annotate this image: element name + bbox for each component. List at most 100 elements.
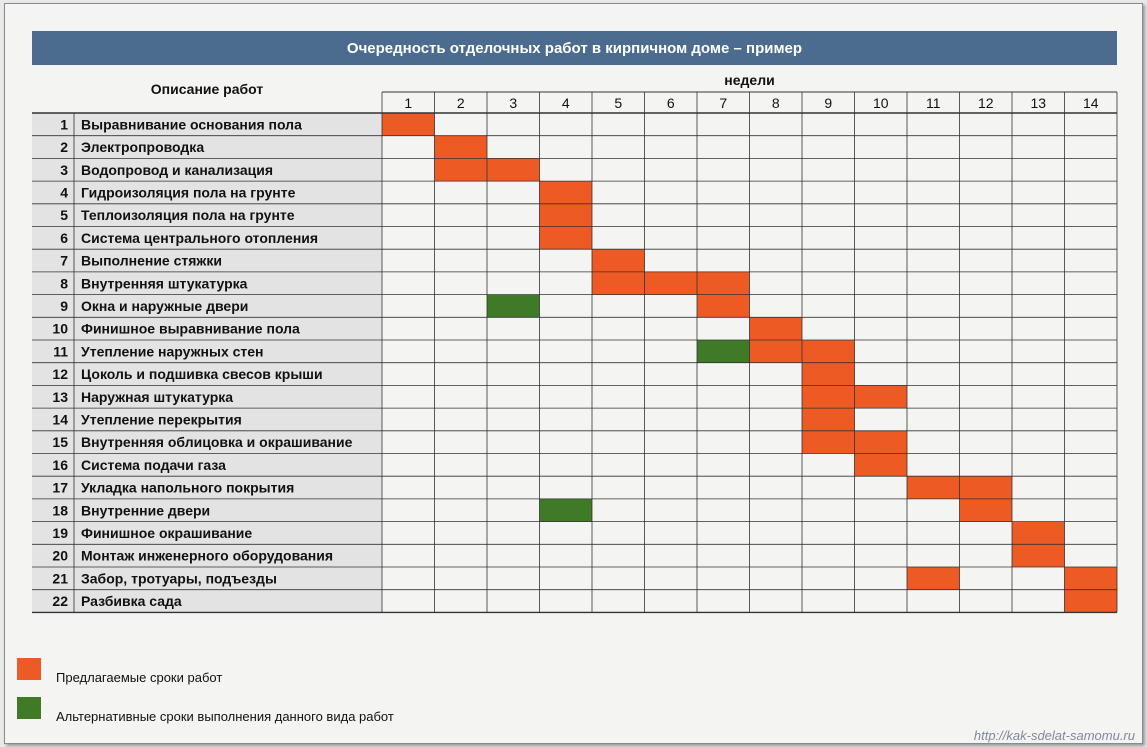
task-number-7: 7 <box>60 253 68 269</box>
legend-label-proposed: Предлагаемые сроки работ <box>56 670 223 685</box>
bar-proposed-task-3-week-2 <box>434 158 487 182</box>
task-name-10: Финишное выравнивание пола <box>81 321 300 337</box>
description-header: Описание работ <box>150 81 264 97</box>
task-number-20: 20 <box>52 548 68 564</box>
task-number-8: 8 <box>60 275 68 291</box>
task-name-2: Электропроводка <box>81 139 204 155</box>
week-label-6: 6 <box>667 95 675 111</box>
bar-proposed-task-17-week-12 <box>959 476 1012 499</box>
gantt-grid: 1 2 3 4 5 6 7 8 9 10 11 12 13 141 Выравнивание основан… <box>32 91 1118 614</box>
week-label-14: 14 <box>1083 95 1099 111</box>
task-name-22: Разбивка сада <box>81 593 182 609</box>
bar-proposed-task-20-week-13 <box>1012 544 1065 567</box>
bar-proposed-task-3-week-3 <box>487 158 540 182</box>
week-label-12: 12 <box>978 95 994 111</box>
task-name-3: Водопровод и канализация <box>81 162 273 178</box>
legend-label-alternative: Альтернативные сроки выполнения данного … <box>56 709 394 724</box>
watermark-url: http://kak-sdelat-samomu.ru <box>973 728 1135 743</box>
bar-proposed-task-8-week-6 <box>644 271 697 295</box>
task-number-16: 16 <box>52 457 68 473</box>
bar-proposed-task-13-week-10 <box>854 385 907 409</box>
bar-proposed-task-17-week-11 <box>907 476 960 499</box>
task-name-20: Монтаж инженерного оборудования <box>81 548 333 564</box>
task-number-21: 21 <box>52 570 68 586</box>
bar-proposed-task-7-week-5 <box>592 249 645 272</box>
bar-alternative-task-18-week-4 <box>539 498 592 522</box>
task-number-18: 18 <box>52 502 68 518</box>
task-number-3: 3 <box>60 162 68 178</box>
week-label-2: 2 <box>457 95 465 111</box>
task-number-6: 6 <box>60 230 68 246</box>
bar-proposed-task-8-week-7 <box>697 271 750 295</box>
week-label-13: 13 <box>1030 95 1046 111</box>
task-name-21: Забор, тротуары, подъезды <box>81 570 277 586</box>
task-number-4: 4 <box>60 184 68 200</box>
bar-alternative-task-11-week-7 <box>697 340 750 363</box>
bar-proposed-task-13-week-9 <box>802 385 855 409</box>
task-name-4: Гидроизоляция пола на грунте <box>81 184 296 200</box>
bar-proposed-task-9-week-7 <box>697 294 750 318</box>
task-name-11: Утепление наружных стен <box>81 343 264 359</box>
bar-proposed-task-2-week-2 <box>434 135 487 159</box>
week-label-10: 10 <box>873 95 889 111</box>
bar-proposed-task-6-week-4 <box>539 226 592 250</box>
week-label-5: 5 <box>614 95 622 111</box>
task-name-14: Утепление перекрытия <box>81 411 242 427</box>
task-name-9: Окна и наружные двери <box>81 298 248 314</box>
week-label-11: 11 <box>926 95 941 111</box>
bar-proposed-task-19-week-13 <box>1012 521 1065 545</box>
task-number-10: 10 <box>52 321 68 337</box>
week-label-1: 1 <box>404 95 412 111</box>
weeks-header: недели <box>724 72 775 88</box>
chart-title: Очередность отделочных работ в кирпичном… <box>32 31 1117 65</box>
bar-proposed-task-10-week-8 <box>749 317 802 340</box>
bar-proposed-task-11-week-9 <box>802 340 855 363</box>
task-number-14: 14 <box>52 411 68 427</box>
bar-proposed-task-4-week-4 <box>539 181 592 204</box>
task-name-12: Цоколь и подшивка свесов крыши <box>81 366 323 382</box>
task-number-15: 15 <box>52 434 68 450</box>
bar-proposed-task-1-week-1 <box>382 113 435 136</box>
task-number-5: 5 <box>60 207 68 223</box>
bar-proposed-task-14-week-9 <box>802 408 855 431</box>
task-name-5: Теплоизоляция пола на грунте <box>81 207 295 223</box>
bar-proposed-task-21-week-11 <box>907 567 960 590</box>
week-label-4: 4 <box>562 95 570 111</box>
bar-proposed-task-15-week-9 <box>802 430 855 454</box>
task-name-1: Выравнивание основания пола <box>81 116 302 132</box>
task-number-12: 12 <box>52 366 68 382</box>
task-number-17: 17 <box>52 480 68 496</box>
bar-proposed-task-11-week-8 <box>749 340 802 363</box>
week-label-9: 9 <box>824 95 832 111</box>
task-name-18: Внутренние двери <box>81 502 210 518</box>
task-name-7: Выполнение стяжки <box>81 253 222 269</box>
week-label-8: 8 <box>772 95 780 111</box>
task-name-16: Система подачи газа <box>81 457 226 473</box>
task-name-17: Укладка напольного покрытия <box>81 480 294 496</box>
task-number-11: 11 <box>53 343 68 359</box>
legend-swatch-alternative <box>17 697 41 719</box>
task-name-15: Внутренняя облицовка и окрашивание <box>81 434 353 450</box>
task-number-22: 22 <box>52 593 68 609</box>
bar-proposed-task-18-week-12 <box>959 498 1012 522</box>
bar-proposed-task-15-week-10 <box>854 430 907 454</box>
week-label-7: 7 <box>719 95 727 111</box>
task-name-13: Наружная штукатурка <box>81 389 233 405</box>
bar-proposed-task-16-week-10 <box>854 453 907 477</box>
week-label-3: 3 <box>509 95 517 111</box>
task-number-2: 2 <box>60 139 68 155</box>
task-name-19: Финишное окрашивание <box>81 525 252 541</box>
task-name-6: Система центрального отопления <box>81 230 318 246</box>
task-number-19: 19 <box>52 525 68 541</box>
bar-alternative-task-9-week-3 <box>487 294 540 318</box>
bar-proposed-task-12-week-9 <box>802 362 855 386</box>
bar-proposed-task-22-week-14 <box>1064 589 1117 613</box>
task-number-13: 13 <box>52 389 68 405</box>
task-name-8: Внутренняя штукатурка <box>81 275 248 291</box>
bar-proposed-task-21-week-14 <box>1064 567 1117 590</box>
task-number-1: 1 <box>60 116 68 132</box>
bar-proposed-task-8-week-5 <box>592 271 645 295</box>
bar-proposed-task-5-week-4 <box>539 203 592 227</box>
legend-swatch-proposed <box>17 658 41 680</box>
task-number-9: 9 <box>60 298 68 314</box>
